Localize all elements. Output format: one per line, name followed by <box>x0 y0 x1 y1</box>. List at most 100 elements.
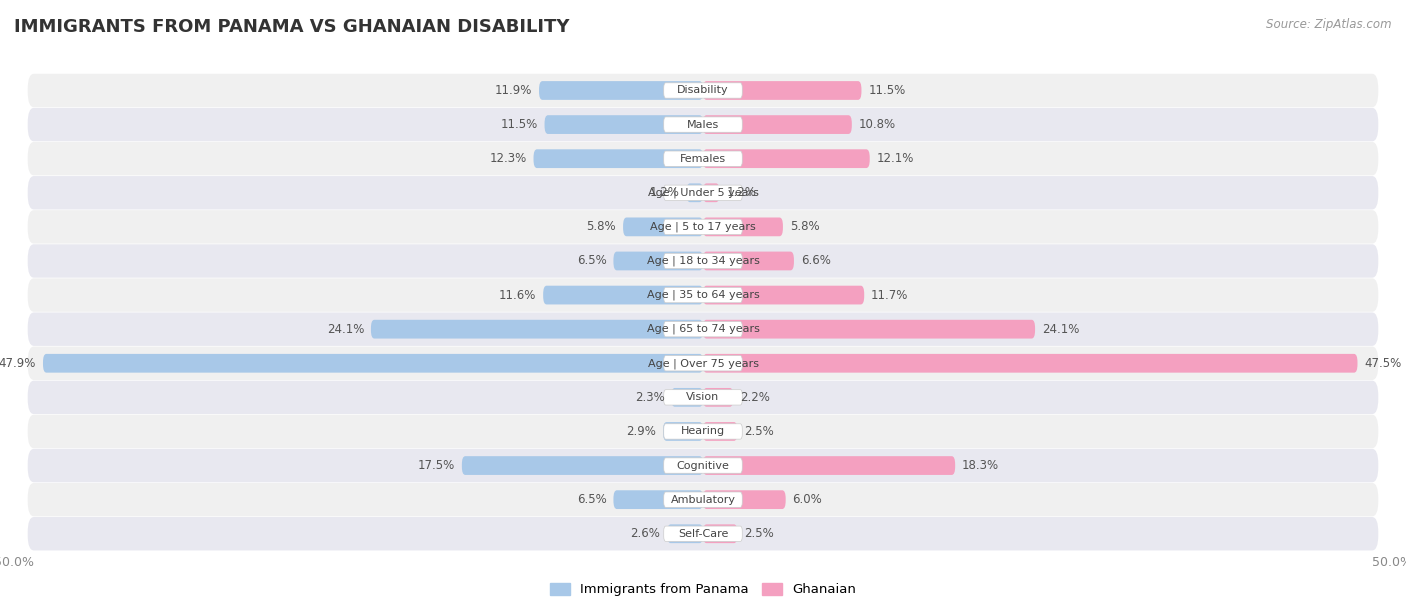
FancyBboxPatch shape <box>461 456 703 475</box>
Text: 6.6%: 6.6% <box>801 255 831 267</box>
FancyBboxPatch shape <box>28 449 1378 482</box>
FancyBboxPatch shape <box>664 458 742 473</box>
FancyBboxPatch shape <box>664 321 742 337</box>
FancyBboxPatch shape <box>613 490 703 509</box>
Text: 24.1%: 24.1% <box>326 323 364 335</box>
FancyBboxPatch shape <box>28 74 1378 107</box>
FancyBboxPatch shape <box>703 286 865 304</box>
FancyBboxPatch shape <box>664 151 742 166</box>
FancyBboxPatch shape <box>703 490 786 509</box>
FancyBboxPatch shape <box>664 492 742 507</box>
FancyBboxPatch shape <box>664 390 742 405</box>
FancyBboxPatch shape <box>44 354 703 373</box>
FancyBboxPatch shape <box>28 517 1378 550</box>
FancyBboxPatch shape <box>703 320 1035 338</box>
Text: 1.2%: 1.2% <box>650 186 679 200</box>
FancyBboxPatch shape <box>703 422 738 441</box>
Text: Age | 5 to 17 years: Age | 5 to 17 years <box>650 222 756 232</box>
FancyBboxPatch shape <box>703 354 1358 373</box>
Text: 6.0%: 6.0% <box>793 493 823 506</box>
FancyBboxPatch shape <box>28 313 1378 346</box>
Text: 2.3%: 2.3% <box>634 391 665 404</box>
FancyBboxPatch shape <box>28 483 1378 517</box>
Text: 12.1%: 12.1% <box>876 152 914 165</box>
FancyBboxPatch shape <box>686 184 703 202</box>
Text: 5.8%: 5.8% <box>586 220 616 233</box>
FancyBboxPatch shape <box>613 252 703 271</box>
FancyBboxPatch shape <box>664 424 742 439</box>
FancyBboxPatch shape <box>623 217 703 236</box>
Text: 11.7%: 11.7% <box>872 289 908 302</box>
Text: 2.5%: 2.5% <box>744 425 775 438</box>
FancyBboxPatch shape <box>664 422 703 441</box>
FancyBboxPatch shape <box>28 142 1378 176</box>
FancyBboxPatch shape <box>671 388 703 407</box>
Text: 47.5%: 47.5% <box>1364 357 1402 370</box>
FancyBboxPatch shape <box>703 149 870 168</box>
Text: Source: ZipAtlas.com: Source: ZipAtlas.com <box>1267 18 1392 31</box>
Text: 11.5%: 11.5% <box>501 118 537 131</box>
Text: 10.8%: 10.8% <box>859 118 896 131</box>
FancyBboxPatch shape <box>28 108 1378 141</box>
FancyBboxPatch shape <box>538 81 703 100</box>
Text: 6.5%: 6.5% <box>576 493 606 506</box>
FancyBboxPatch shape <box>664 253 742 269</box>
Text: 2.2%: 2.2% <box>740 391 770 404</box>
Legend: Immigrants from Panama, Ghanaian: Immigrants from Panama, Ghanaian <box>544 578 862 602</box>
Text: 1.2%: 1.2% <box>727 186 756 200</box>
FancyBboxPatch shape <box>703 524 738 543</box>
Text: Cognitive: Cognitive <box>676 461 730 471</box>
Text: Hearing: Hearing <box>681 427 725 436</box>
Text: 11.6%: 11.6% <box>499 289 536 302</box>
FancyBboxPatch shape <box>703 252 794 271</box>
Text: 17.5%: 17.5% <box>418 459 456 472</box>
FancyBboxPatch shape <box>703 115 852 134</box>
Text: 6.5%: 6.5% <box>576 255 606 267</box>
Text: Females: Females <box>681 154 725 163</box>
Text: 5.8%: 5.8% <box>790 220 820 233</box>
Text: Self-Care: Self-Care <box>678 529 728 539</box>
FancyBboxPatch shape <box>664 185 742 201</box>
FancyBboxPatch shape <box>28 415 1378 448</box>
Text: 2.9%: 2.9% <box>626 425 657 438</box>
FancyBboxPatch shape <box>664 526 742 542</box>
Text: 2.5%: 2.5% <box>744 528 775 540</box>
FancyBboxPatch shape <box>28 346 1378 380</box>
FancyBboxPatch shape <box>703 456 955 475</box>
FancyBboxPatch shape <box>28 381 1378 414</box>
Text: Age | 65 to 74 years: Age | 65 to 74 years <box>647 324 759 334</box>
Text: 2.6%: 2.6% <box>630 528 661 540</box>
Text: 11.5%: 11.5% <box>869 84 905 97</box>
FancyBboxPatch shape <box>664 288 742 303</box>
FancyBboxPatch shape <box>664 219 742 234</box>
Text: 24.1%: 24.1% <box>1042 323 1080 335</box>
FancyBboxPatch shape <box>28 176 1378 209</box>
FancyBboxPatch shape <box>28 210 1378 244</box>
Text: 12.3%: 12.3% <box>489 152 527 165</box>
Text: Age | Over 75 years: Age | Over 75 years <box>648 358 758 368</box>
Text: Disability: Disability <box>678 86 728 95</box>
FancyBboxPatch shape <box>703 81 862 100</box>
FancyBboxPatch shape <box>28 244 1378 278</box>
FancyBboxPatch shape <box>664 356 742 371</box>
FancyBboxPatch shape <box>28 278 1378 312</box>
Text: Vision: Vision <box>686 392 720 402</box>
Text: IMMIGRANTS FROM PANAMA VS GHANAIAN DISABILITY: IMMIGRANTS FROM PANAMA VS GHANAIAN DISAB… <box>14 18 569 36</box>
FancyBboxPatch shape <box>703 217 783 236</box>
Text: 18.3%: 18.3% <box>962 459 1000 472</box>
Text: Age | 18 to 34 years: Age | 18 to 34 years <box>647 256 759 266</box>
FancyBboxPatch shape <box>703 184 720 202</box>
FancyBboxPatch shape <box>543 286 703 304</box>
Text: Age | Under 5 years: Age | Under 5 years <box>648 187 758 198</box>
FancyBboxPatch shape <box>668 524 703 543</box>
Text: 47.9%: 47.9% <box>0 357 37 370</box>
FancyBboxPatch shape <box>664 117 742 132</box>
FancyBboxPatch shape <box>703 388 734 407</box>
FancyBboxPatch shape <box>371 320 703 338</box>
FancyBboxPatch shape <box>533 149 703 168</box>
Text: Age | 35 to 64 years: Age | 35 to 64 years <box>647 290 759 300</box>
Text: Ambulatory: Ambulatory <box>671 494 735 505</box>
Text: Males: Males <box>688 119 718 130</box>
FancyBboxPatch shape <box>544 115 703 134</box>
Text: 11.9%: 11.9% <box>495 84 531 97</box>
